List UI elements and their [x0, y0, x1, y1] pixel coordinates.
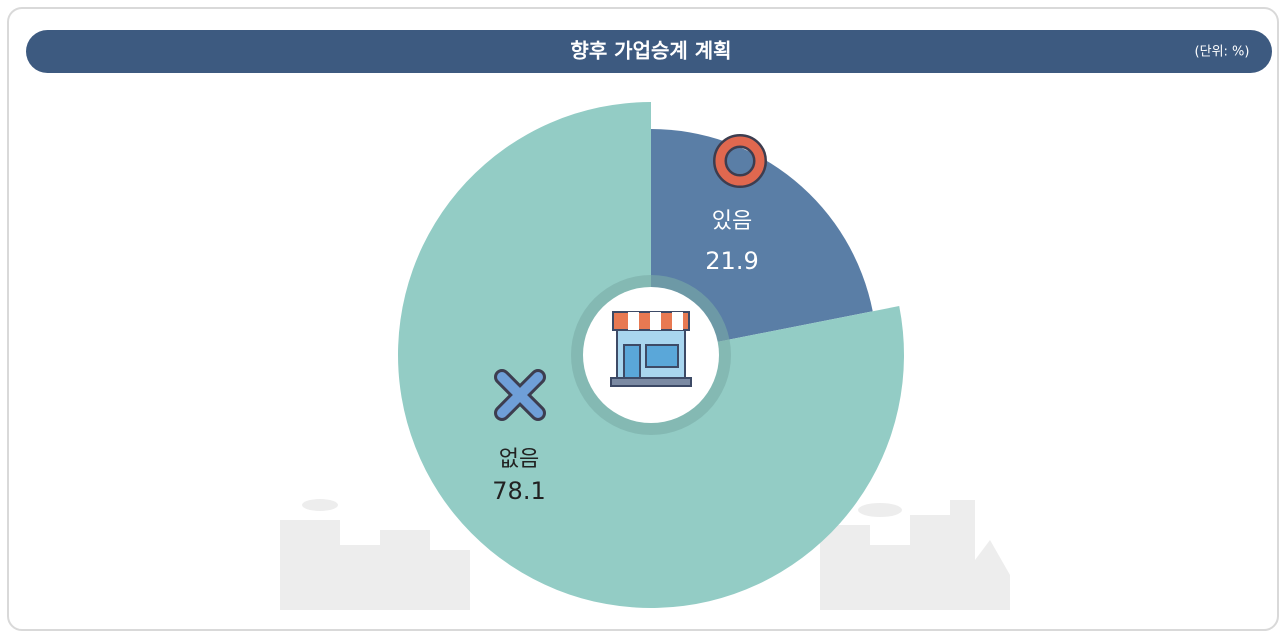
value-label: 21.9: [705, 247, 758, 275]
chart-title: 향후 가업승계 계획: [570, 39, 731, 63]
category-label: 있음: [712, 209, 752, 234]
unit-label: (단위: %): [1195, 45, 1250, 60]
x-icon: [494, 369, 546, 421]
skyline: [280, 499, 1010, 610]
value-label: 78.1: [492, 477, 545, 505]
circle-icon: [713, 134, 767, 188]
header-bar: [26, 30, 1272, 73]
store-icon: [610, 311, 692, 387]
category-label: 없음: [499, 447, 539, 472]
